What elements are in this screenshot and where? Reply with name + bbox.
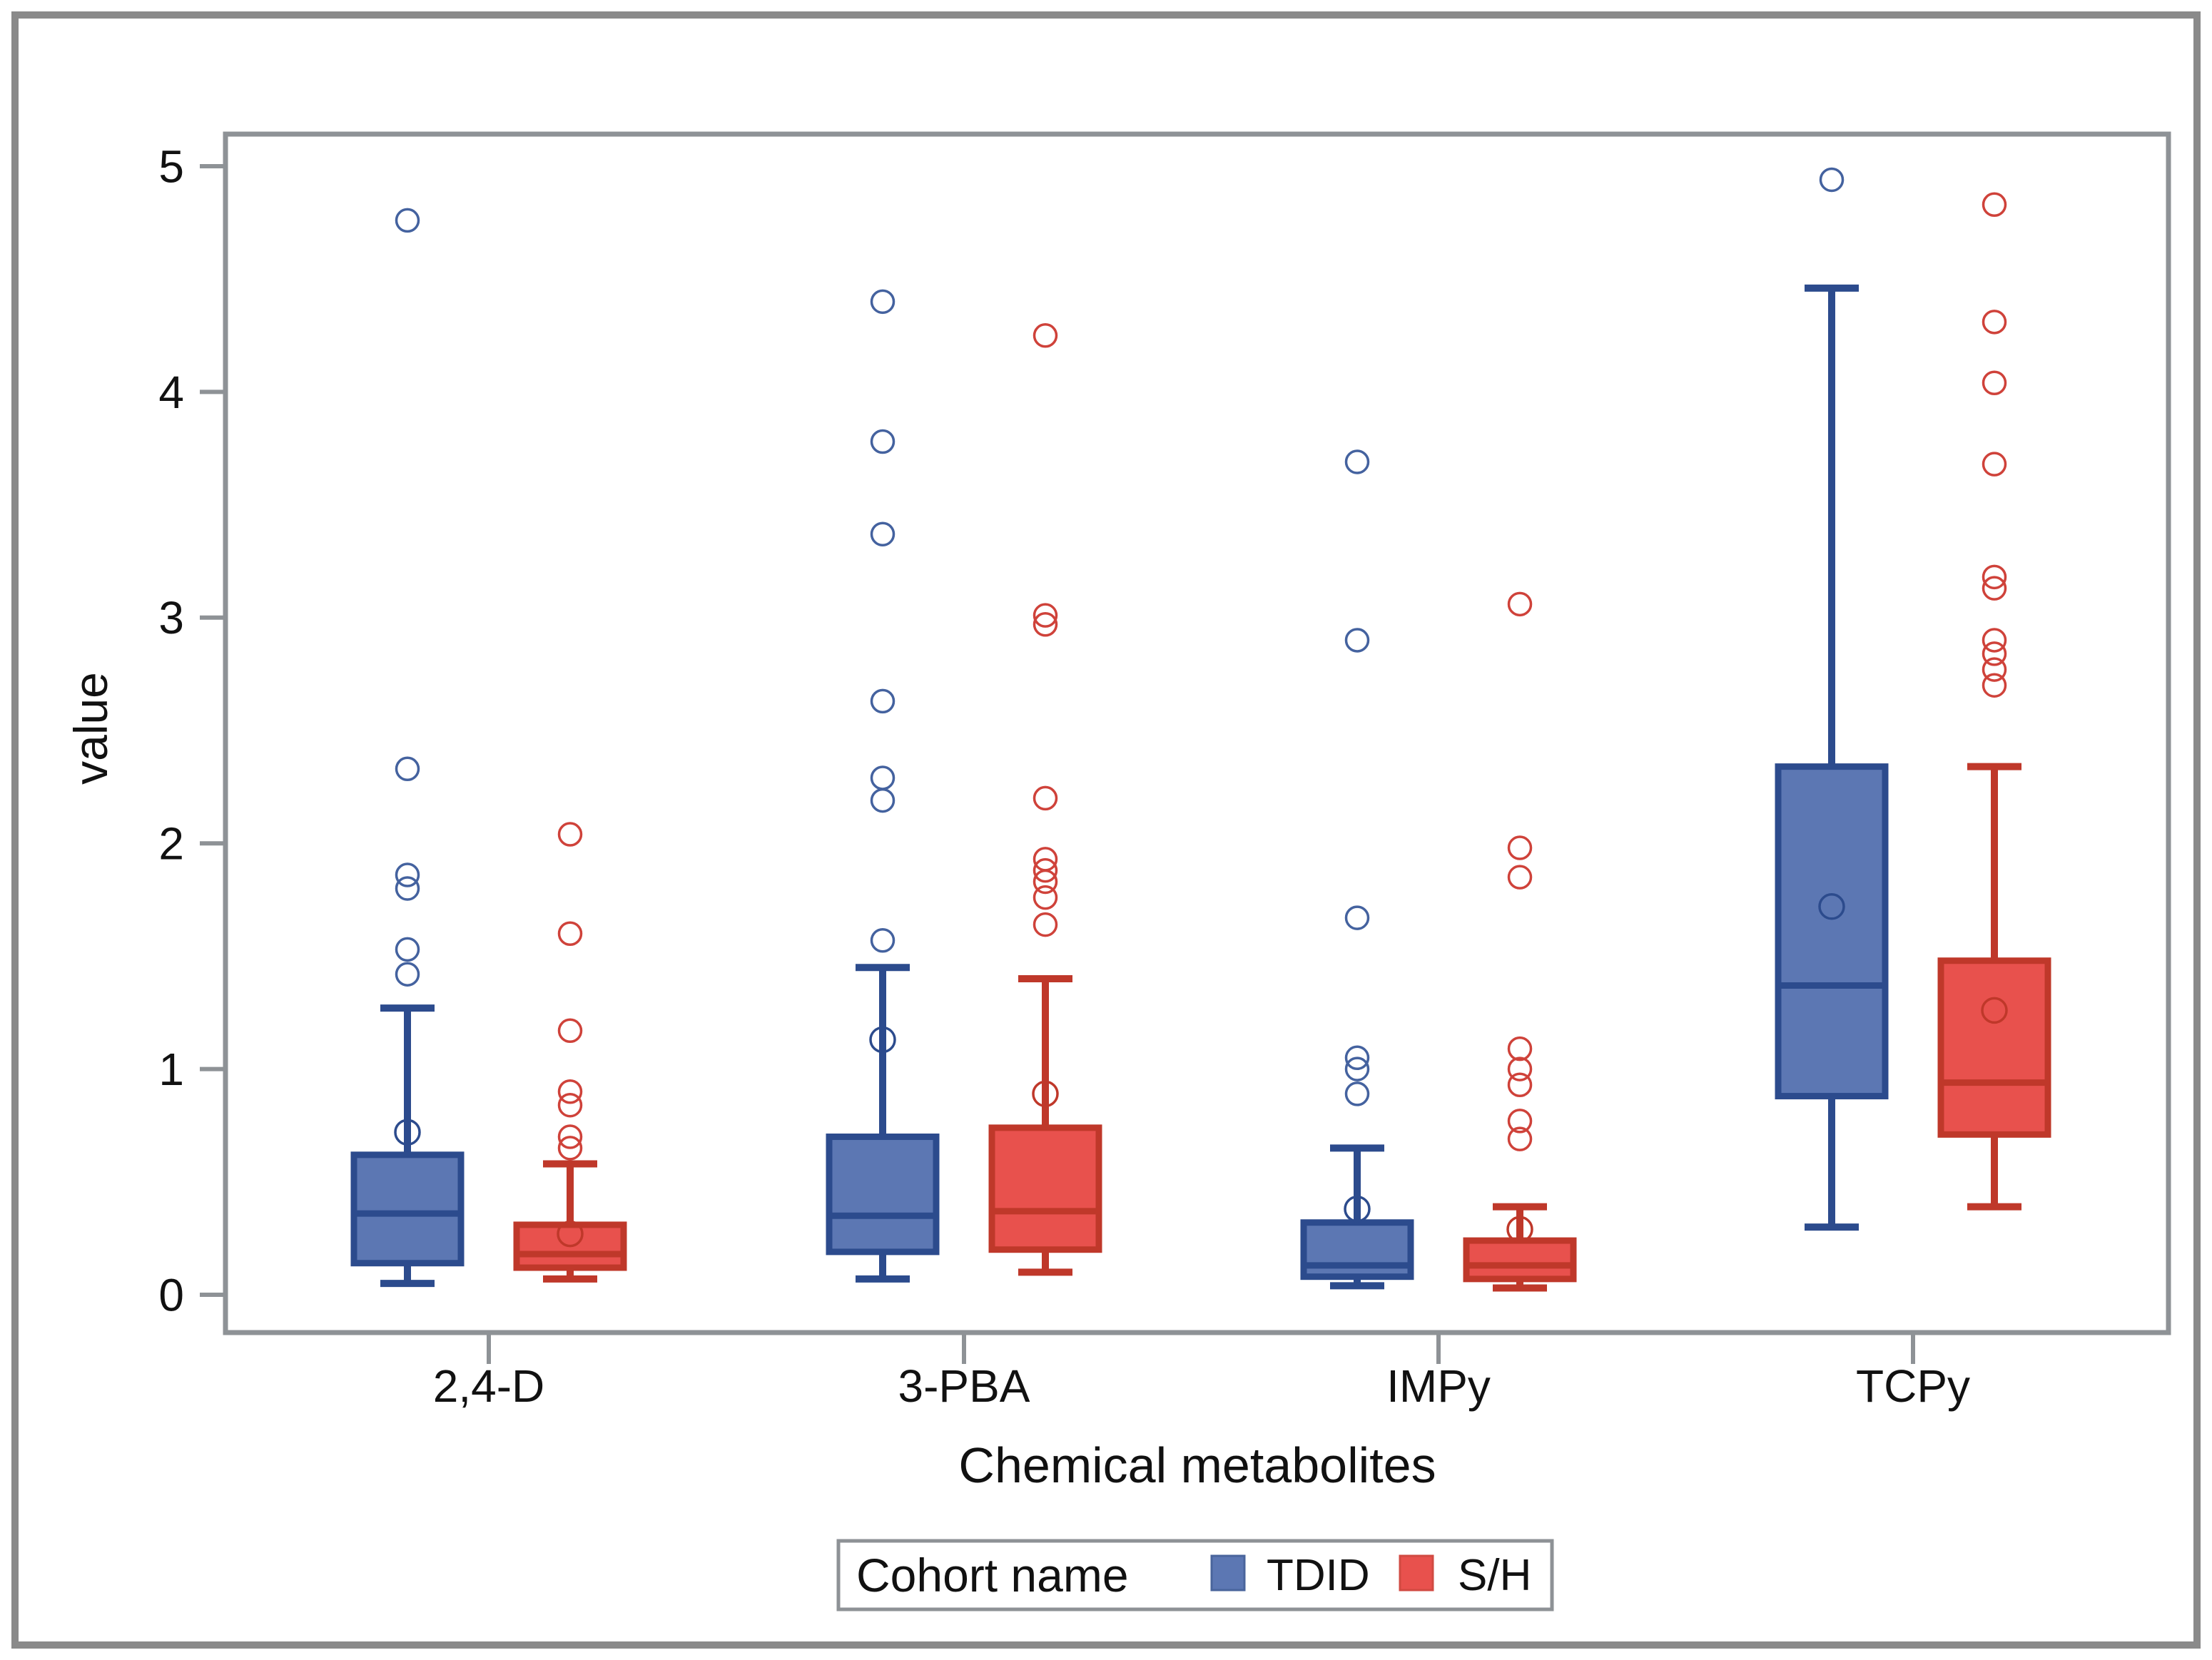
box-TDID-3-PBA-outlier xyxy=(870,765,896,790)
box-TDID-2,4-D-outlier xyxy=(395,208,420,233)
box-TDID-IMPy-outlier xyxy=(1344,449,1370,474)
box-S/H-2,4-D-outlier xyxy=(557,921,583,947)
box-S/H-IMPy-iqr xyxy=(1463,1237,1577,1283)
box-TDID-TCPy-mean xyxy=(1818,893,1845,920)
box-TDID-2,4-D-outlier xyxy=(395,962,420,987)
x-tick-label: TCPy xyxy=(1856,1360,1970,1412)
box-S/H-3-PBA-outlier xyxy=(1033,323,1058,348)
box-S/H-2,4-D-mean xyxy=(557,1220,584,1248)
x-axis-title: Chemical metabolites xyxy=(958,1437,1436,1493)
box-S/H-IMPy-outlier xyxy=(1507,591,1533,617)
box-S/H-TCPy-outlier xyxy=(1982,641,2007,666)
box-S/H-TCPy-mean xyxy=(1981,997,2008,1024)
box-TDID-IMPy-outlier xyxy=(1344,1056,1370,1081)
box-S/H-2,4-D-outlier xyxy=(557,1079,583,1104)
legend-label-tdid: TDID xyxy=(1267,1551,1370,1600)
box-S/H-2,4-D-outlier xyxy=(557,1136,583,1161)
box-S/H-IMPy-outlier xyxy=(1507,1056,1533,1081)
box-S/H-TCPy-outlier xyxy=(1982,452,2007,477)
box-TDID-2,4-D-outlier xyxy=(395,876,420,901)
box-TDID-IMPy-outlier xyxy=(1344,1045,1370,1071)
legend: Cohort name TDID S/H xyxy=(836,1539,1554,1611)
y-axis-title: value xyxy=(64,672,117,785)
y-tick-label: 3 xyxy=(158,592,184,643)
box-S/H-2,4-D-outlier xyxy=(557,1092,583,1118)
box-S/H-IMPy-outlier xyxy=(1507,1072,1533,1097)
box-TDID-3-PBA-outlier xyxy=(870,688,896,714)
plot-frame xyxy=(223,131,2171,1335)
legend-swatch-tdid xyxy=(1210,1554,1246,1592)
x-tick-label: 2,4-D xyxy=(433,1360,545,1412)
y-tick-label: 5 xyxy=(158,141,184,192)
box-TDID-2,4-D-mean xyxy=(394,1119,421,1146)
box-S/H-IMPy-outlier xyxy=(1507,1036,1533,1061)
box-S/H-2,4-D-outlier xyxy=(557,822,583,847)
box-S/H-IMPy-outlier xyxy=(1507,1109,1533,1134)
box-S/H-TCPy-outlier xyxy=(1982,673,2007,698)
box-TDID-3-PBA-outlier xyxy=(870,521,896,546)
y-tick-label: 0 xyxy=(158,1269,184,1320)
box-TDID-IMPy-outlier xyxy=(1344,905,1370,930)
box-S/H-3-PBA-outlier xyxy=(1033,785,1058,811)
box-S/H-TCPy-outlier xyxy=(1982,657,2007,682)
box-TDID-3-PBA-mean xyxy=(869,1026,896,1054)
y-tick-label: 2 xyxy=(158,818,184,870)
y-tick-label: 4 xyxy=(158,367,184,418)
box-S/H-TCPy-outlier xyxy=(1982,310,2007,335)
box-S/H-2,4-D-outlier xyxy=(557,1124,583,1149)
box-S/H-IMPy-outlier xyxy=(1507,865,1533,890)
box-TDID-3-PBA-outlier xyxy=(870,928,896,953)
legend-swatch-sh xyxy=(1399,1554,1434,1592)
box-TDID-3-PBA-iqr xyxy=(826,1134,940,1256)
x-tick-label: IMPy xyxy=(1386,1360,1491,1412)
legend-title: Cohort name xyxy=(856,1549,1129,1602)
box-S/H-3-PBA-outlier xyxy=(1033,603,1058,628)
legend-label-sh: S/H xyxy=(1458,1551,1531,1600)
box-TDID-IMPy-outlier xyxy=(1344,1081,1370,1106)
box-TDID-2,4-D-outlier xyxy=(395,862,420,887)
box-S/H-3-PBA-outlier xyxy=(1033,847,1058,872)
box-TDID-3-PBA-outlier xyxy=(870,289,896,315)
box-TDID-IMPy-outlier xyxy=(1344,628,1370,653)
box-S/H-TCPy-outlier xyxy=(1982,628,2007,653)
box-S/H-IMPy-outlier xyxy=(1507,835,1533,860)
box-S/H-IMPy-mean xyxy=(1506,1216,1533,1243)
box-S/H-IMPy-outlier xyxy=(1507,1126,1533,1151)
box-TDID-TCPy-outlier xyxy=(1819,167,1845,193)
box-S/H-TCPy-outlier xyxy=(1982,564,2007,590)
box-S/H-TCPy-outlier xyxy=(1982,576,2007,601)
box-S/H-TCPy-iqr xyxy=(1937,957,2051,1138)
box-S/H-3-PBA-mean xyxy=(1032,1080,1059,1108)
box-S/H-TCPy-outlier xyxy=(1982,192,2007,218)
box-S/H-3-PBA-outlier xyxy=(1033,912,1058,937)
box-TDID-3-PBA-outlier xyxy=(870,429,896,454)
box-TDID-IMPy-mean xyxy=(1344,1196,1371,1223)
box-S/H-3-PBA-outlier xyxy=(1033,857,1058,883)
y-tick-label: 1 xyxy=(158,1044,184,1095)
plot-content: 0 1 2 3 4 5 2,4-D 3-PBA IMPy TCPy xyxy=(158,141,2051,1412)
box-TDID-TCPy-iqr xyxy=(1775,763,1889,1100)
box-S/H-2,4-D-outlier xyxy=(557,1018,583,1044)
box-S/H-3-PBA-iqr xyxy=(988,1124,1102,1253)
box-S/H-3-PBA-outlier xyxy=(1033,885,1058,910)
box-TDID-2,4-D-outlier xyxy=(395,756,420,782)
x-tick-label: 3-PBA xyxy=(898,1360,1030,1412)
box-TDID-2,4-D-outlier xyxy=(395,937,420,962)
box-S/H-3-PBA-outlier xyxy=(1033,612,1058,637)
box-TDID-2,4-D-iqr xyxy=(350,1151,465,1267)
box-S/H-TCPy-outlier xyxy=(1982,370,2007,395)
